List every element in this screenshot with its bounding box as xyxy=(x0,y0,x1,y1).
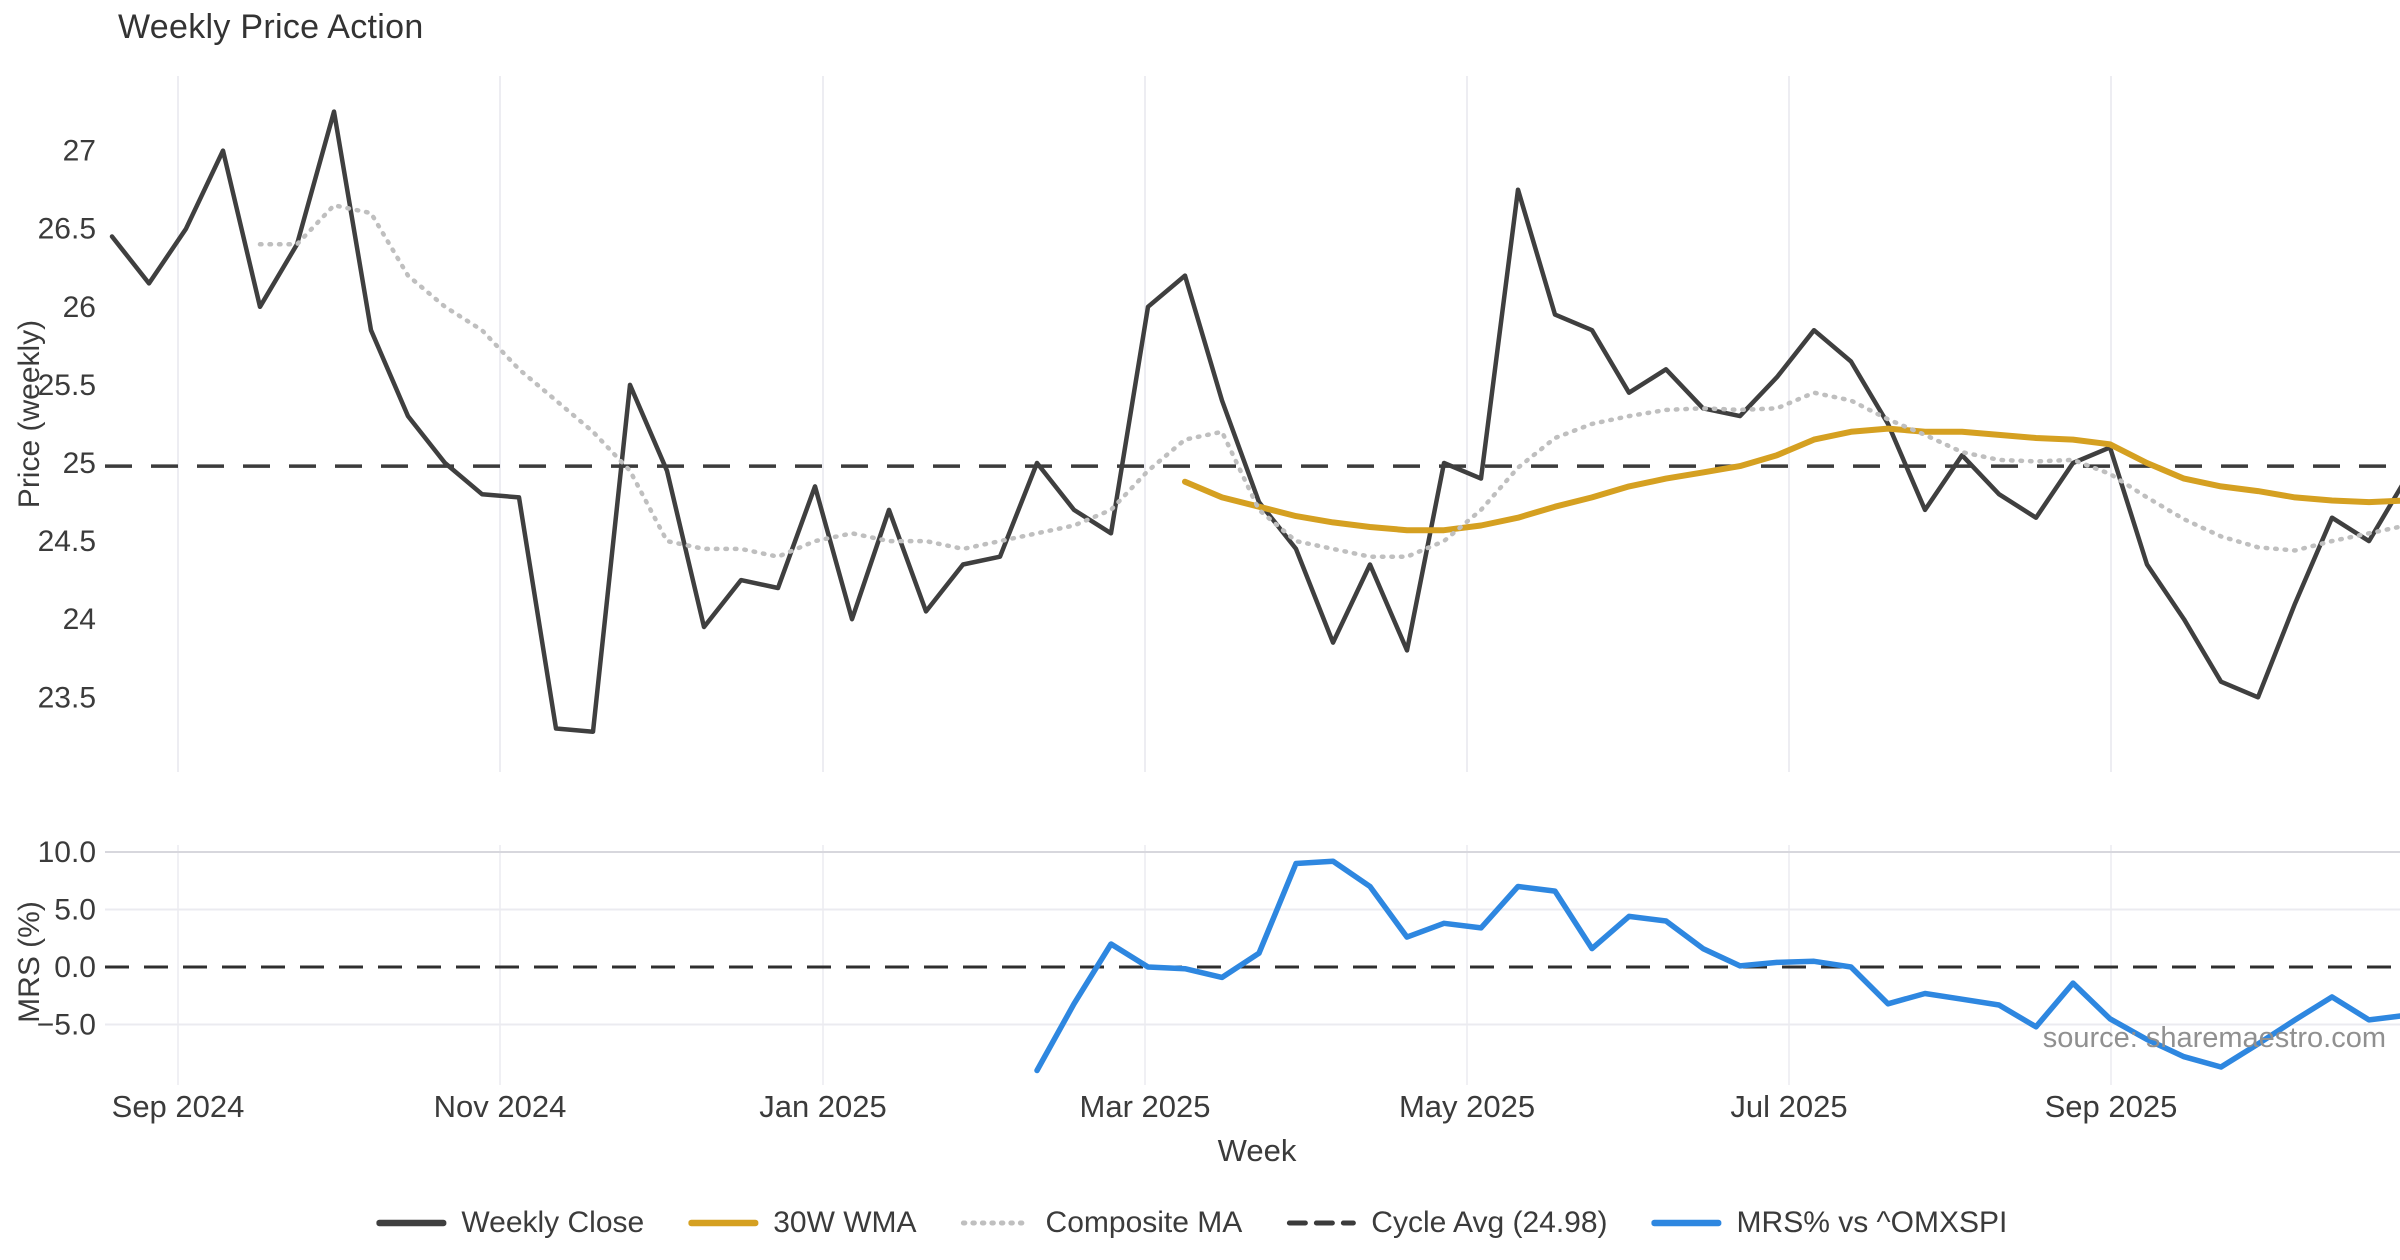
legend-label: Weekly Close xyxy=(461,1206,645,1239)
legend-item: 30W WMA xyxy=(688,1206,917,1240)
source-note: source: sharemaestro.com xyxy=(2042,1022,2386,1054)
series-composite-ma xyxy=(257,203,2400,559)
x-tick-label: Mar 2025 xyxy=(1080,1089,1211,1124)
price-ytick-label: 26.5 xyxy=(38,213,96,246)
legend-item: Cycle Avg (24.98) xyxy=(1286,1206,1608,1240)
series-30w-wma xyxy=(1182,425,2400,534)
series-weekly-close xyxy=(109,109,2400,734)
legend-swatch-solid-icon xyxy=(688,1219,759,1227)
mrs-ytick-label: 5.0 xyxy=(54,894,96,927)
legend-item: MRS% vs ^OMXSPI xyxy=(1651,1206,2008,1240)
x-tick-label: Sep 2025 xyxy=(2045,1089,2178,1124)
legend-swatch-dashed-icon xyxy=(1286,1220,1356,1226)
page-title: Weekly Price Action xyxy=(118,8,424,46)
x-tick-label: Jul 2025 xyxy=(1730,1089,1847,1124)
x-tick-label: Jan 2025 xyxy=(759,1089,887,1124)
reference-lines xyxy=(105,464,2400,969)
price-ytick-label: 25 xyxy=(63,447,96,480)
legend-swatch-solid-icon xyxy=(1651,1219,1722,1227)
legend-item: Weekly Close xyxy=(376,1206,644,1240)
price-ytick-label: 26 xyxy=(63,291,96,324)
gridlines xyxy=(105,76,2400,1085)
legend-label: 30W WMA xyxy=(773,1206,917,1239)
mrs-axis-label: MRS (%) xyxy=(13,901,46,1023)
week-axis-label: Week xyxy=(1217,1133,1297,1168)
legend-swatch-dotted-icon xyxy=(961,1220,1031,1226)
price-ytick-label: 25.5 xyxy=(38,369,96,402)
price-ytick-label: 23.5 xyxy=(38,681,96,714)
price-ytick-label: 24 xyxy=(63,603,96,636)
x-tick-label: May 2025 xyxy=(1399,1089,1535,1124)
legend-item: Composite MA xyxy=(961,1206,1243,1240)
x-tick-label: Sep 2024 xyxy=(112,1089,245,1124)
series-lines xyxy=(109,109,2400,1074)
x-tick-label: Nov 2024 xyxy=(434,1089,567,1124)
legend-label: Cycle Avg (24.98) xyxy=(1371,1206,1608,1239)
mrs-ytick-label: 0.0 xyxy=(54,951,96,984)
price-ytick-label: 27 xyxy=(63,135,96,168)
mrs-ytick-label: 10.0 xyxy=(38,836,96,869)
mrs-ytick-label: −5.0 xyxy=(37,1009,96,1042)
series-mrs-vs-omxspi xyxy=(1034,858,2400,1074)
axis-tick-labels: 27 26.5 26 25.5 25 24.5 24 23.5 10.0 5.0 0.0 −5.0 Se… xyxy=(37,135,2178,1124)
price-ytick-label: 24.5 xyxy=(38,525,96,558)
legend-label: Composite MA xyxy=(1045,1206,1243,1239)
legend-label: MRS% vs ^OMXSPI xyxy=(1736,1206,2008,1239)
price-axis-label: Price (weekly) xyxy=(13,319,46,509)
legend-swatch-solid-icon xyxy=(376,1219,447,1227)
chart-legend: Weekly Close 30W WMA Composite MA Cycle Avg… xyxy=(376,1206,2007,1240)
